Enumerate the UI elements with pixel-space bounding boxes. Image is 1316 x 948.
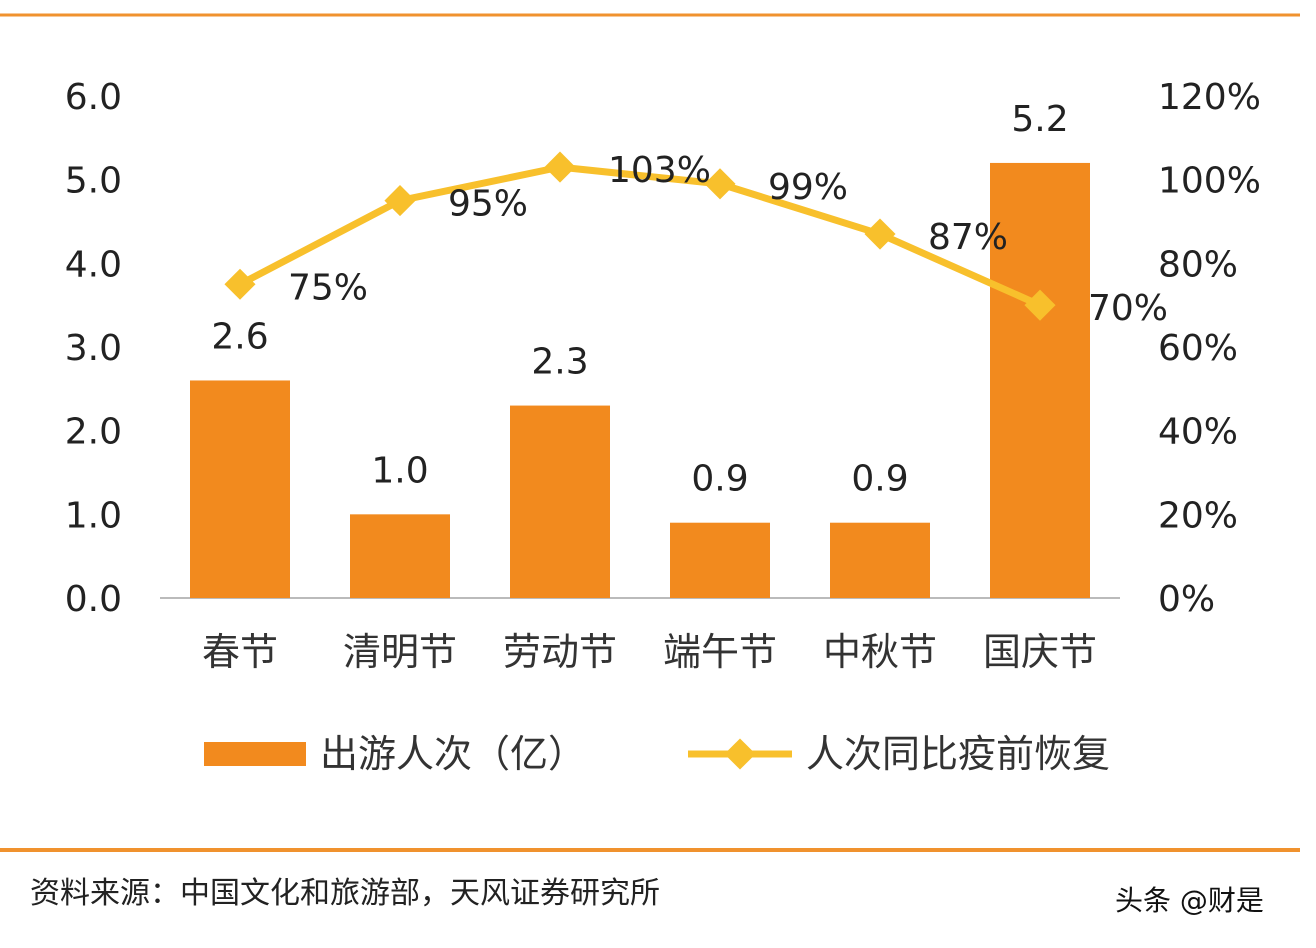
bar-data-label: 0.9	[851, 459, 908, 500]
bar	[670, 522, 770, 598]
bar	[350, 514, 450, 598]
x-tick-label: 劳动节	[503, 630, 617, 674]
source-note: 资料来源：中国文化和旅游部，天风证券研究所	[30, 876, 660, 911]
line-marker	[544, 151, 576, 183]
line-marker	[1024, 289, 1056, 321]
bar	[190, 380, 290, 598]
bar-data-label: 0.9	[691, 459, 748, 500]
x-tick-label: 国庆节	[983, 630, 1097, 674]
x-tick-label: 清明节	[343, 630, 457, 674]
y-left-tick-label: 0.0	[65, 579, 122, 620]
line-series	[238, 163, 1042, 309]
bar	[830, 522, 930, 598]
x-tick-label: 端午节	[663, 630, 777, 674]
bar-data-label: 2.6	[211, 316, 268, 357]
y-right-tick-label: 20%	[1158, 495, 1238, 536]
y-left-tick-label: 1.0	[65, 495, 122, 536]
bar	[510, 405, 610, 598]
line-data-label: 70%	[1088, 288, 1168, 329]
bar-data-label: 2.3	[531, 342, 588, 383]
line-data-label: 87%	[928, 217, 1008, 258]
legend-bar-label: 出游人次（亿）	[320, 732, 586, 776]
bar	[990, 162, 1090, 598]
watermark: 头条 @财是	[1115, 884, 1264, 917]
y-right-tick-label: 60%	[1158, 328, 1238, 369]
line-data-label: 103%	[608, 150, 711, 191]
legend: 出游人次（亿） 人次同比疫前恢复	[204, 732, 1110, 776]
y-right-tick-label: 100%	[1158, 161, 1261, 202]
legend-bar-swatch	[204, 742, 306, 766]
y-right-tick-label: 120%	[1158, 77, 1261, 118]
x-tick-label: 中秋节	[823, 630, 937, 674]
y-left-tick-label: 5.0	[65, 161, 122, 202]
y-right-tick-label: 0%	[1158, 579, 1215, 620]
line-data-label: 95%	[448, 184, 528, 225]
y-left-tick-label: 2.0	[65, 412, 122, 453]
line-data-label: 75%	[288, 267, 368, 308]
bar-data-label: 1.0	[371, 450, 428, 491]
line-marker	[864, 218, 896, 250]
legend-line-marker	[724, 738, 756, 770]
y-left-tick-label: 4.0	[65, 244, 122, 285]
bar-data-label: 5.2	[1011, 99, 1068, 140]
y-left-tick-label: 6.0	[65, 77, 122, 118]
y-right-tick-label: 40%	[1158, 412, 1238, 453]
y-left-tick-label: 3.0	[65, 328, 122, 369]
line-marker	[384, 185, 416, 217]
y-right-tick-label: 80%	[1158, 244, 1238, 285]
line-data-label: 99%	[768, 167, 848, 208]
line-marker	[224, 268, 256, 300]
legend-line-label: 人次同比疫前恢复	[806, 732, 1110, 776]
x-tick-label: 春节	[202, 630, 278, 674]
